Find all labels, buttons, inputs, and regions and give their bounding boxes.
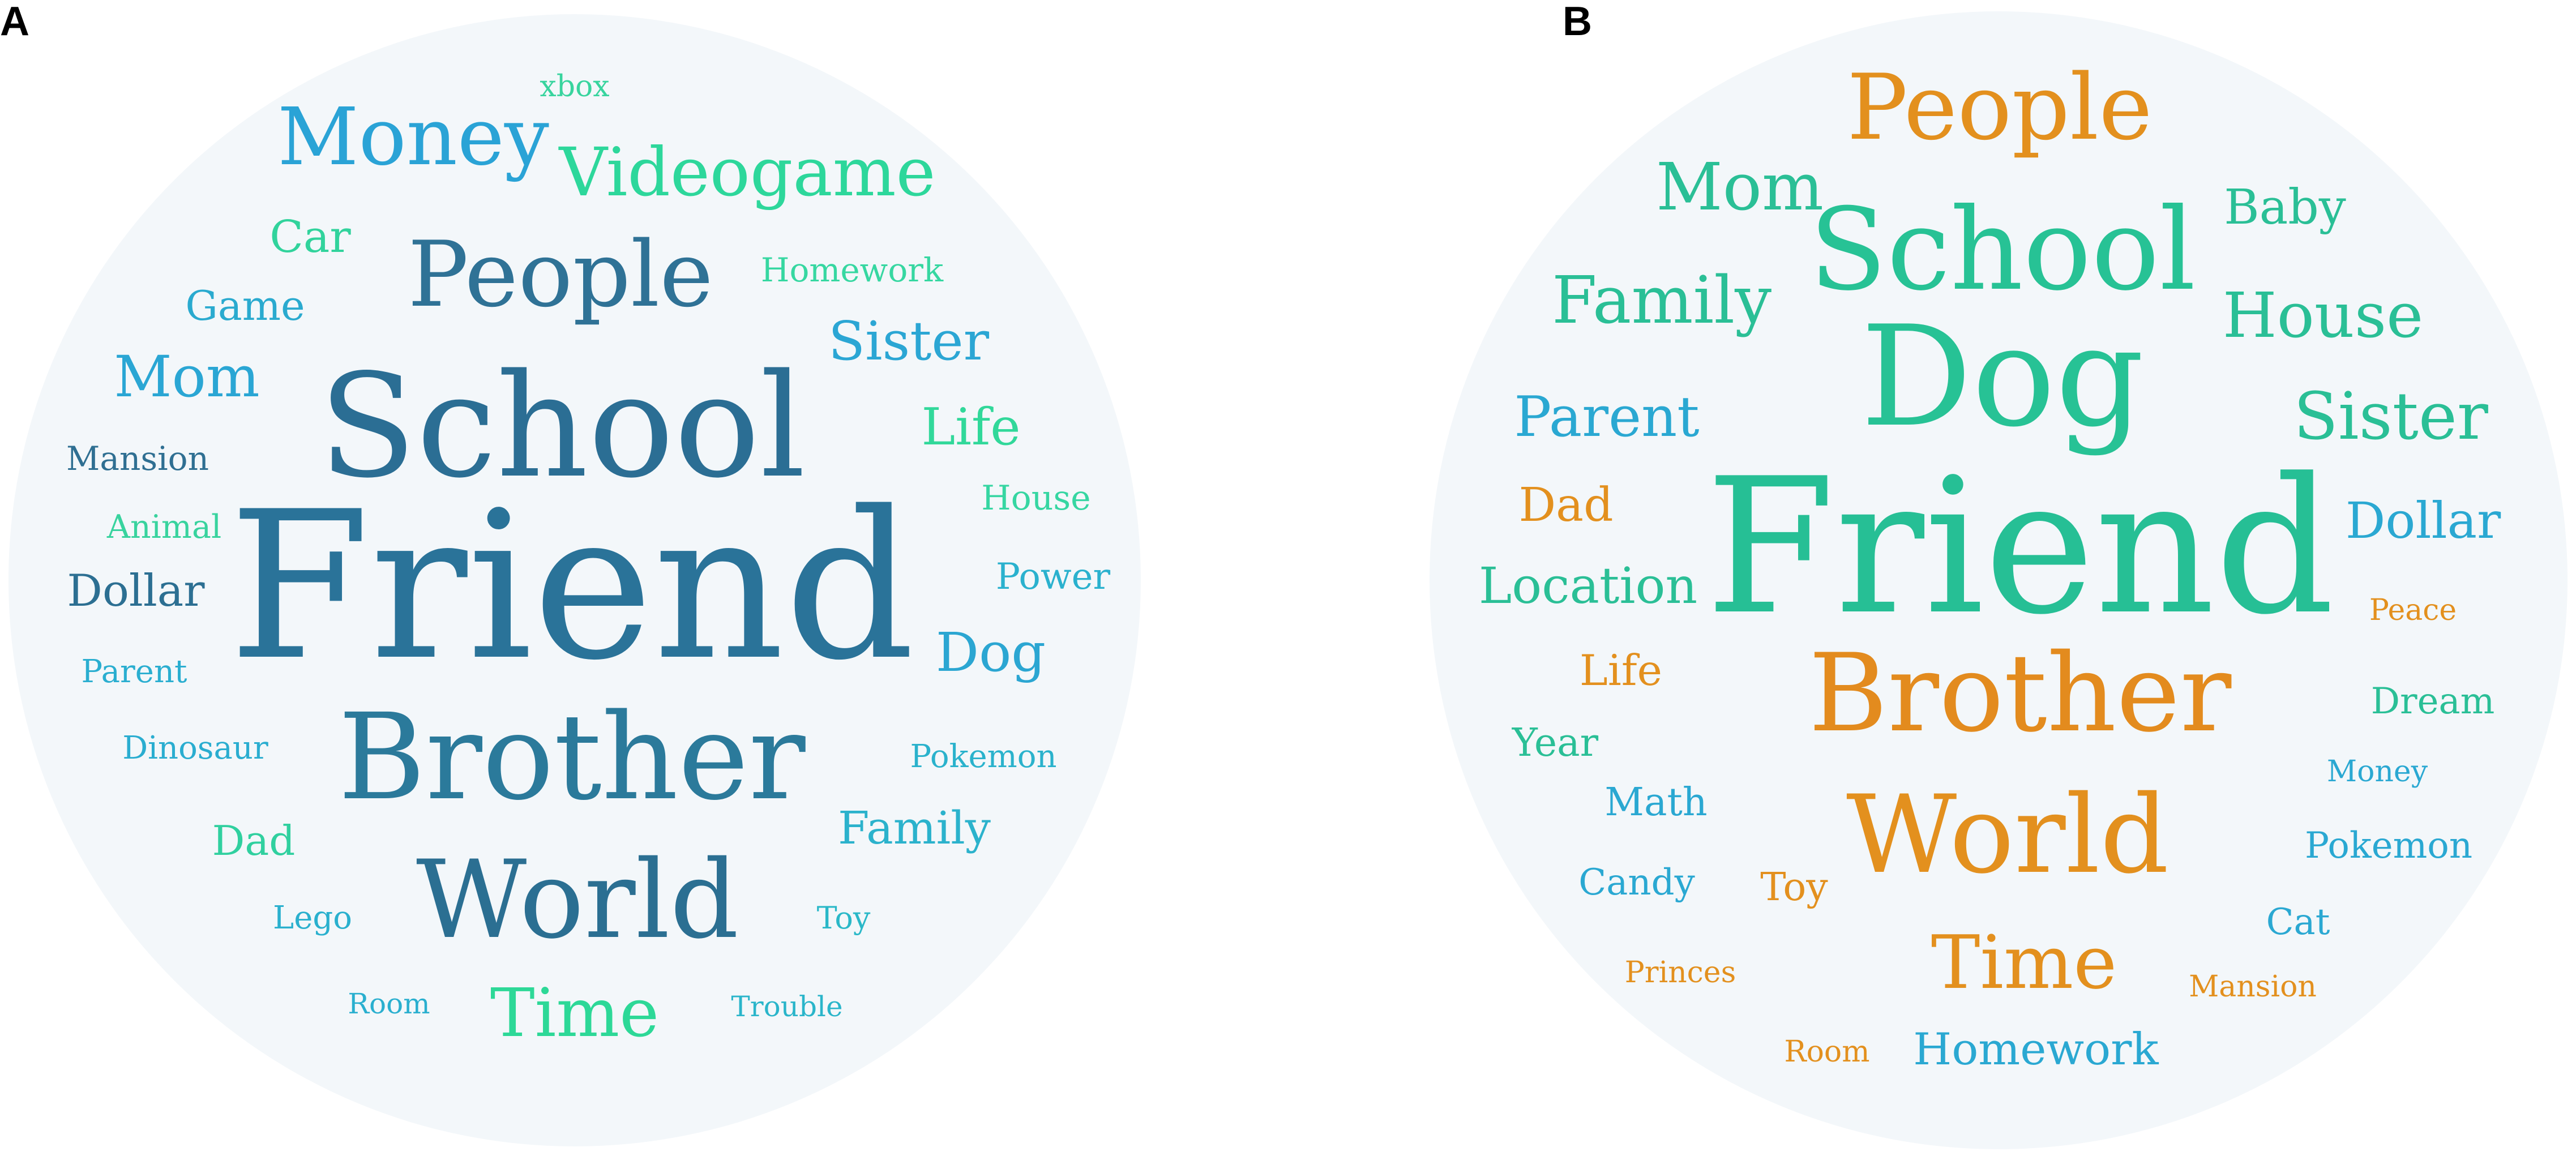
panel-b-word-cat: Cat bbox=[2266, 901, 2330, 943]
panel-a-word-videogame: Videogame bbox=[558, 133, 936, 211]
panel-a-word-time: Time bbox=[490, 974, 659, 1052]
panel-a-word-money: Money bbox=[277, 91, 549, 183]
panel-b-word-math: Math bbox=[1604, 780, 1707, 825]
panel-b-word-friend: Friend bbox=[1705, 438, 2334, 656]
panel-a-word-car: Car bbox=[269, 212, 351, 263]
panel-b-word-family: Family bbox=[1552, 263, 1771, 339]
panel-a-word-mansion: Mansion bbox=[66, 439, 209, 478]
panel-a-word-mom: Mom bbox=[114, 344, 259, 410]
panel-b-word-parent: Parent bbox=[1514, 385, 1699, 450]
panel-a-word-world: World bbox=[416, 837, 739, 962]
panel-b-word-toy: Toy bbox=[1760, 865, 1828, 910]
panel-a-word-parent: Parent bbox=[81, 653, 187, 690]
panel-b-word-pokemon: Pokemon bbox=[2305, 825, 2472, 867]
panel-b-word-world: World bbox=[1846, 772, 2169, 897]
panel-a-word-homework: Homework bbox=[761, 251, 944, 289]
panel-a-word-school: School bbox=[319, 344, 806, 510]
panel-b-word-year: Year bbox=[1512, 721, 1599, 765]
panel-b-word-life: Life bbox=[1580, 645, 1662, 695]
panel-b-word-dream: Dream bbox=[2371, 680, 2495, 722]
panel-a-label: A bbox=[0, 0, 29, 44]
panel-a-word-sister: Sister bbox=[828, 310, 990, 373]
panel-b-word-room: Room bbox=[1784, 1035, 1869, 1069]
panel-b-word-money: Money bbox=[2327, 755, 2428, 789]
panel-a-cloud-background bbox=[8, 14, 1141, 1146]
panel-b-word-candy: Candy bbox=[1578, 862, 1694, 904]
panel-b-label: B bbox=[1563, 0, 1592, 44]
panel-b-word-dog: Dog bbox=[1861, 296, 2145, 457]
panel-b-word-time: Time bbox=[1931, 919, 2117, 1005]
panel-a-word-friend: Friend bbox=[229, 468, 915, 705]
panel-b-word-mom: Mom bbox=[1656, 149, 1824, 225]
panel-a-word-dinosaur: Dinosaur bbox=[122, 730, 268, 767]
panel-b-cloud-background bbox=[1430, 11, 2568, 1149]
panel-a-word-brother: Brother bbox=[338, 688, 806, 827]
panel-b-word-baby: Baby bbox=[2224, 179, 2346, 236]
panel-a-word-family: Family bbox=[838, 802, 991, 854]
panel-b-word-school: School bbox=[1809, 184, 2196, 316]
panel-b-word-dad: Dad bbox=[1518, 478, 1613, 532]
panel-b-word-brother: Brother bbox=[1809, 631, 2232, 756]
panel-a-word-room: Room bbox=[348, 987, 430, 1020]
panel-a-word-house: House bbox=[981, 478, 1090, 518]
panel-b-word-peace: Peace bbox=[2369, 593, 2457, 627]
panel-a-word-dad: Dad bbox=[212, 817, 296, 864]
panel-a-word-dog: Dog bbox=[936, 622, 1046, 684]
panel-a-word-dollar: Dollar bbox=[67, 566, 205, 617]
panel-a-word-pokemon: Pokemon bbox=[910, 738, 1056, 775]
panel-a-word-trouble: Trouble bbox=[731, 990, 842, 1023]
panel-b-word-house: House bbox=[2223, 279, 2424, 352]
panel-a-word-life: Life bbox=[921, 397, 1020, 457]
panel-a-word-people: People bbox=[408, 221, 713, 327]
panel-a-word-animal: Animal bbox=[106, 508, 221, 546]
panel-b-word-sister: Sister bbox=[2293, 379, 2488, 455]
panel-b-word-mansion: Mansion bbox=[2189, 970, 2317, 1004]
panel-b-word-homework: Homework bbox=[1913, 1024, 2159, 1075]
panel-b-word-princes: Princes bbox=[1625, 956, 1736, 990]
panel-a-word-power: Power bbox=[996, 556, 1111, 598]
panel-a-word-game: Game bbox=[185, 282, 305, 329]
panel-a-word-toy: Toy bbox=[817, 900, 871, 936]
panel-b-word-dollar: Dollar bbox=[2346, 491, 2501, 550]
panel-a-word-xbox: xbox bbox=[540, 70, 609, 104]
panel-b-word-location: Location bbox=[1479, 557, 1697, 615]
panel-a-word-lego: Lego bbox=[273, 900, 352, 936]
panel-b-word-people: People bbox=[1847, 54, 2153, 160]
